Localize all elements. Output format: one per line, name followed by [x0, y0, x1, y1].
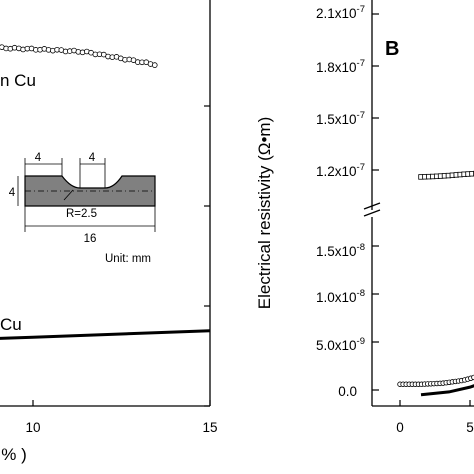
panel-b-ytick-label: 2.1x10-7 — [316, 4, 365, 21]
tick-exponent: -8 — [357, 242, 365, 253]
tick-mantissa: 5.0x10 — [316, 338, 357, 353]
tick-exponent: -7 — [357, 110, 365, 121]
tick-exponent: -9 — [357, 336, 365, 347]
panel-a-xtick-label: 10 — [25, 420, 40, 435]
panel-b-upper-series — [418, 170, 474, 180]
tick-mantissa: 1.0x10 — [316, 290, 357, 305]
dim-length: 16 — [84, 233, 97, 245]
panel-a-lower-series-line — [0, 329, 211, 340]
axis-break-mark — [363, 202, 381, 210]
panel-b-ytick-label: 1.2x10-7 — [316, 162, 365, 179]
panel-a-x-axis-percent: % — [1, 445, 16, 464]
dim-gauge-width: 4 — [89, 152, 96, 164]
panel-b-letter: B — [385, 38, 399, 60]
inset-unit: Unit: mm — [105, 253, 151, 265]
data-point — [151, 62, 158, 68]
panel-b-ytick-label: 1.5x10-7 — [316, 110, 365, 127]
tick-mantissa: 1.2x10 — [316, 164, 357, 179]
tick-exponent: -8 — [357, 288, 365, 299]
panel-b-ytick-label: 5.0x10-9 — [316, 336, 365, 353]
panel-b-xtick-label: 0 — [396, 420, 404, 435]
dim-left-width: 4 — [35, 152, 42, 164]
data-point — [469, 171, 474, 177]
tick-mantissa: 1.8x10 — [316, 60, 357, 75]
series-label-lower: Cu — [0, 315, 22, 334]
panel-b: 2.1x10-7 1.8x10-7 1.5x10-7 1.2x10-7 1.5x… — [255, 0, 474, 435]
dim-height: 4 — [9, 187, 16, 199]
tick-exponent: -7 — [357, 4, 365, 15]
tick-exponent: -7 — [357, 162, 365, 173]
panel-b-ytick-label: 0.0 — [338, 384, 357, 399]
axis-break-mark — [363, 209, 381, 217]
dim-radius: R=2.5 — [66, 208, 97, 220]
specimen-inset: 4 4 4 R=2.5 16 Unit: mm — [9, 152, 156, 265]
panel-a: 10 15 % ) n Cu Cu 4 4 4 R=2.5 — [0, 0, 218, 464]
panel-b-lower-series — [397, 374, 474, 387]
tick-mantissa: 1.5x10 — [316, 112, 357, 127]
panel-a-upper-series — [0, 44, 158, 68]
panel-a-x-axis-fragment: % ) — [1, 445, 27, 464]
panel-b-ytick-label: 1.5x10-8 — [316, 242, 365, 259]
tick-mantissa: 1.5x10 — [316, 244, 357, 259]
tick-exponent: -7 — [357, 58, 365, 69]
panel-a-xtick-label: 15 — [202, 420, 217, 435]
panel-b-ytick-label: 1.0x10-8 — [316, 288, 365, 305]
panel-b-xtick-label: 5 — [466, 420, 474, 435]
series-label-upper: n Cu — [0, 71, 36, 90]
panel-b-line-series — [420, 384, 474, 397]
panel-b-ytick-label: 1.8x10-7 — [316, 58, 365, 75]
tick-mantissa: 2.1x10 — [316, 6, 357, 21]
panel-b-y-axis-title: Electrical resistivity (Ω•m) — [255, 117, 274, 309]
